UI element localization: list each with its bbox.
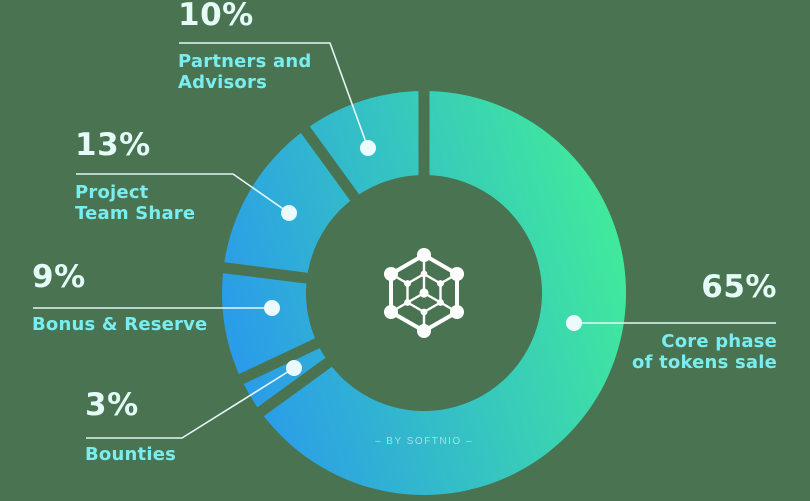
category-label: Bounties <box>85 444 177 465</box>
data-point-dot-bonus <box>264 300 280 316</box>
percentage-label: 13% <box>75 127 151 163</box>
leader-line-project <box>76 173 290 214</box>
category-label: Core phase of tokens sale <box>632 331 777 373</box>
callout-core-phase: 65% Core phase of tokens sale <box>577 268 777 373</box>
percentage-label: 9% <box>32 259 86 295</box>
data-point-dot-bounties <box>286 360 302 376</box>
data-point-dot-project <box>281 205 297 221</box>
category-label: Project Team Share <box>75 182 196 224</box>
leader-line-partners <box>179 42 369 149</box>
percentage-label: 3% <box>85 387 139 423</box>
callout-project-team-share: 13% Project Team Share <box>75 126 255 224</box>
byline-text: – BY SOFTNIO – <box>374 436 474 447</box>
percentage-label: 65% <box>701 269 777 305</box>
percentage-label: 10% <box>178 0 254 33</box>
data-point-dot-core <box>566 315 582 331</box>
category-label: Bonus & Reserve <box>32 314 208 335</box>
data-point-dot-partners <box>360 140 376 156</box>
category-label: Partners and Advisors <box>178 51 312 93</box>
callout-partners-and-advisors: 10% Partners and Advisors <box>178 0 358 93</box>
callout-bounties: 3% Bounties <box>85 386 265 465</box>
leader-line-bounties <box>86 367 295 439</box>
hexagon-network-icon <box>384 248 464 338</box>
callout-bonus-and-reserve: 9% Bonus & Reserve <box>32 258 252 335</box>
